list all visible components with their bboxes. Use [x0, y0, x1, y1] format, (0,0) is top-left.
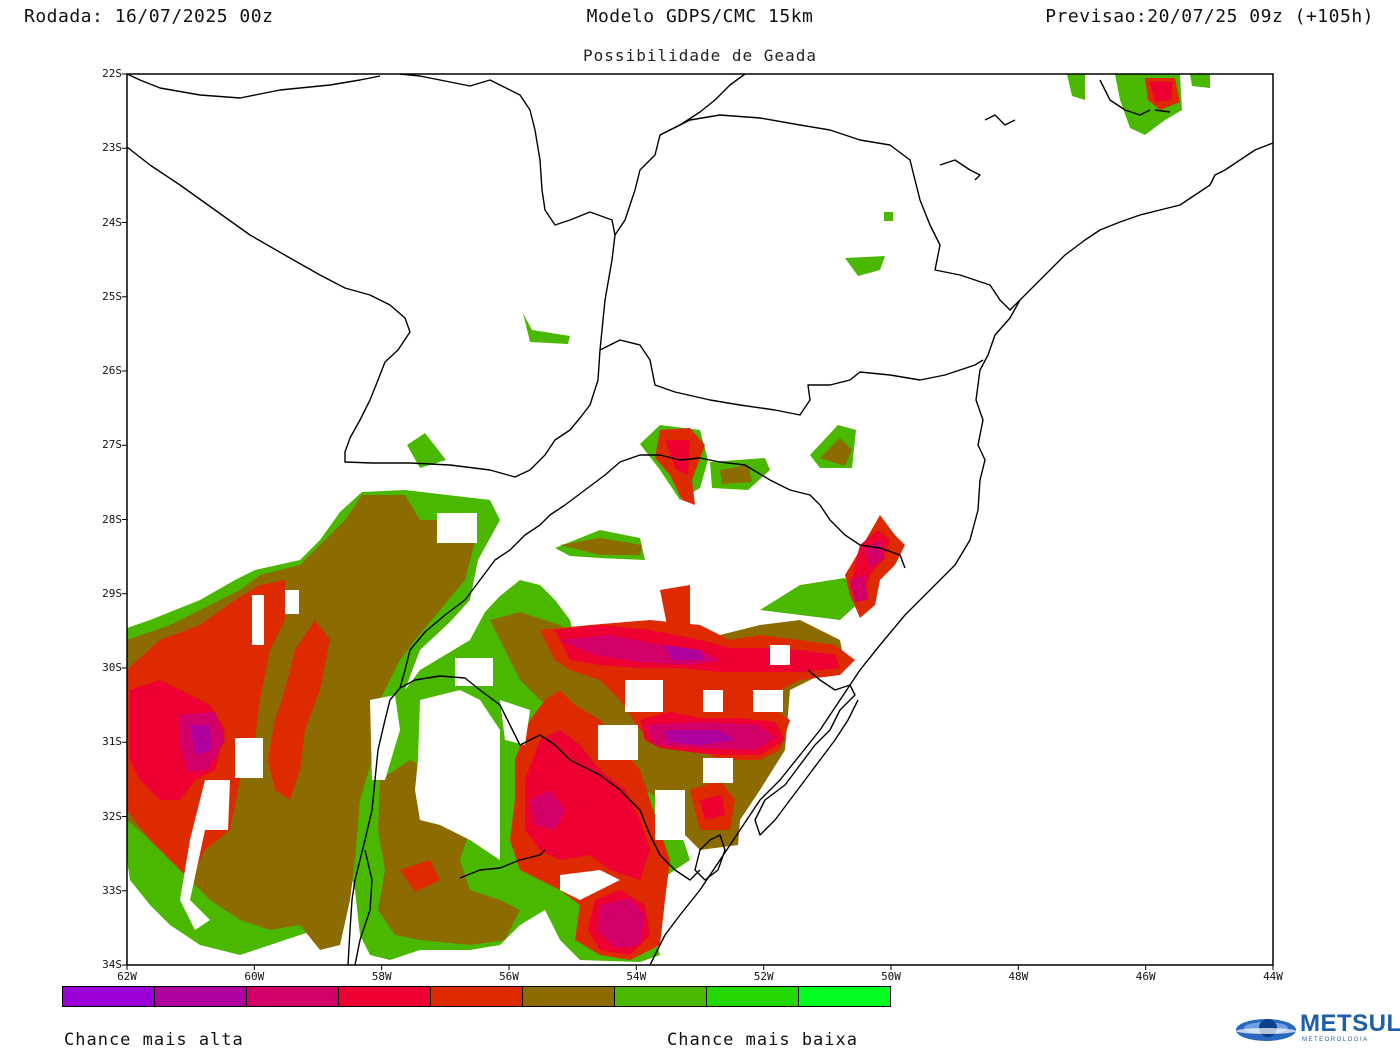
- legend-colorbar: [62, 986, 891, 1007]
- lat-label: 22S: [88, 67, 122, 80]
- border-bolivia: [127, 74, 380, 98]
- legend-swatch-6: [523, 987, 615, 1006]
- frost-map: [0, 0, 1400, 1052]
- legend-swatch-9: [799, 987, 890, 1006]
- lat-label: 32S: [88, 810, 122, 823]
- legend-low-label: Chance mais baixa: [667, 1030, 858, 1050]
- lat-label: 33S: [88, 884, 122, 897]
- logo-wordmark: METSUL: [1300, 1010, 1400, 1038]
- lon-label: 60W: [234, 970, 274, 983]
- lat-label: 23S: [88, 141, 122, 154]
- lat-label: 26S: [88, 364, 122, 377]
- lon-label: 48W: [998, 970, 1038, 983]
- lon-label: 44W: [1253, 970, 1293, 983]
- lat-label: 30S: [88, 661, 122, 674]
- legend-swatch-5: [431, 987, 523, 1006]
- legend-swatch-3: [247, 987, 339, 1006]
- legend-swatch-7: [615, 987, 707, 1006]
- lon-label: 50W: [871, 970, 911, 983]
- lon-label: 52W: [744, 970, 784, 983]
- frost-field: [127, 74, 1210, 962]
- lat-label: 25S: [88, 290, 122, 303]
- lon-label: 56W: [489, 970, 529, 983]
- border-paraguay-brazil: [400, 74, 615, 350]
- lon-label: 46W: [1126, 970, 1166, 983]
- coastline: [650, 143, 1273, 965]
- metsul-logo: METSUL METEOROLOGIA: [1232, 1010, 1394, 1050]
- lon-label: 62W: [107, 970, 147, 983]
- lat-label: 24S: [88, 216, 122, 229]
- legend-swatch-8: [707, 987, 799, 1006]
- legend-high-label: Chance mais alta: [64, 1030, 244, 1050]
- border-paraguay-argentina: [127, 147, 600, 477]
- lat-label: 31S: [88, 735, 122, 748]
- logo-subtitle: METEOROLOGIA: [1302, 1037, 1369, 1043]
- legend-swatch-1: [63, 987, 155, 1006]
- lat-label: 29S: [88, 587, 122, 600]
- legend-swatch-2: [155, 987, 247, 1006]
- lon-label: 54W: [616, 970, 656, 983]
- lat-label: 28S: [88, 513, 122, 526]
- border-pr-sc: [600, 340, 983, 415]
- legend-swatch-4: [339, 987, 431, 1006]
- border-ms-sp: [615, 74, 745, 235]
- border-sp-pr: [660, 115, 1020, 310]
- lat-label: 27S: [88, 438, 122, 451]
- globe-logo-icon: [1232, 1010, 1298, 1050]
- lon-label: 58W: [362, 970, 402, 983]
